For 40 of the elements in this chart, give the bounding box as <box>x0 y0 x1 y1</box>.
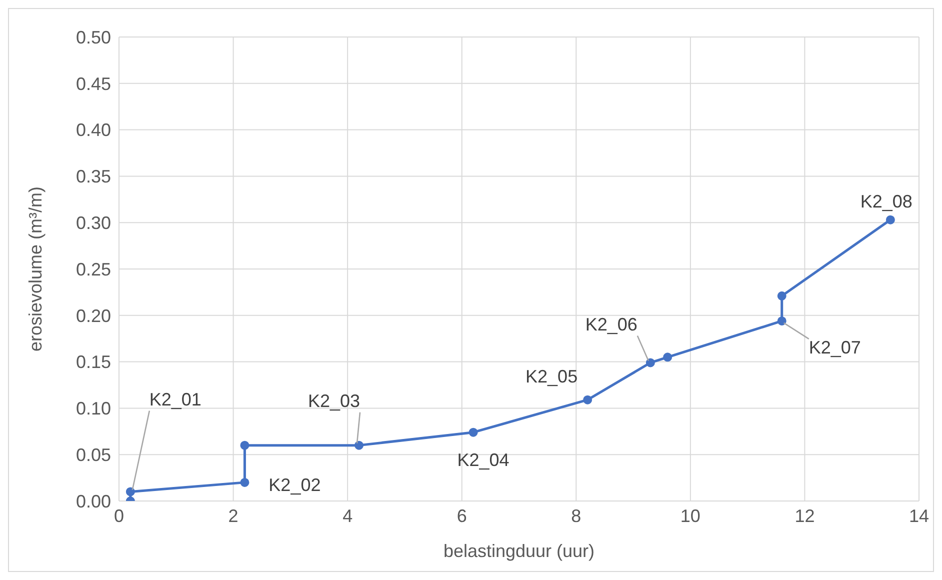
point <box>240 440 250 450</box>
y-tick-label: 0.45 <box>76 74 111 94</box>
y-tick-label: 0.25 <box>76 259 111 280</box>
annotation: K2_03 <box>308 391 360 412</box>
point <box>354 440 364 450</box>
y-tick-label: 0.20 <box>76 306 111 326</box>
y-axis-title: erosievolume (m³/m) <box>25 186 46 352</box>
x-tick-label: 12 <box>794 506 815 526</box>
y-tick-label: 0.00 <box>76 491 111 512</box>
x-tick-label: 2 <box>228 506 238 526</box>
x-tick-label: 0 <box>114 506 124 526</box>
point <box>777 316 786 326</box>
x-axis-title: belastingduur (uur) <box>443 541 595 561</box>
y-tick-label: 0.40 <box>76 120 111 140</box>
point <box>777 291 786 300</box>
x-tick-label: 4 <box>342 506 353 526</box>
annotation: K2_07 <box>808 338 861 358</box>
point <box>126 487 135 496</box>
annotation: K2_02 <box>268 475 321 496</box>
y-tick-label: 0.35 <box>76 166 111 187</box>
y-tick-label: 0.10 <box>76 398 111 419</box>
y-tick-label: 0.30 <box>76 212 111 233</box>
y-tick-label: 0.50 <box>76 27 111 48</box>
point <box>583 395 592 404</box>
annotation: K2_06 <box>585 314 638 334</box>
x-tick-label: 10 <box>680 506 700 526</box>
annotation: K2_05 <box>526 366 578 387</box>
annotation: K2_04 <box>457 450 510 470</box>
point <box>468 428 478 437</box>
x-tick-label: 14 <box>908 506 930 526</box>
point <box>240 478 250 487</box>
annotation: K2_01 <box>149 389 202 410</box>
point <box>663 352 672 362</box>
annotation: K2_08 <box>860 192 912 212</box>
y-tick-label: 0.05 <box>76 444 111 465</box>
x-tick-label: 8 <box>571 506 582 526</box>
y-tick-label: 0.15 <box>76 352 111 372</box>
point <box>886 215 895 224</box>
x-tick-label: 6 <box>456 506 467 526</box>
point <box>646 358 655 368</box>
